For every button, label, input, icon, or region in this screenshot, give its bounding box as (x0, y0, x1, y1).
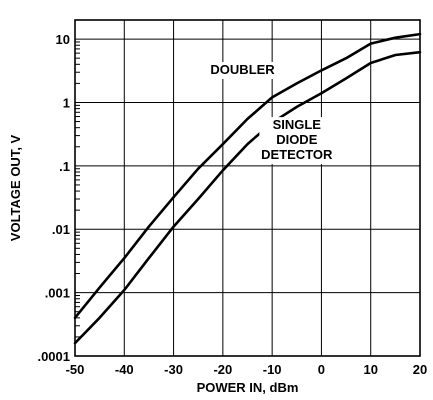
series-line-2 (73, 50, 422, 345)
series-line-1 (73, 32, 422, 320)
plot-frame (74, 19, 421, 357)
annotation-background (259, 117, 335, 165)
x-tick-label: -30 (164, 362, 183, 377)
annotation-label: SINGLE (273, 117, 322, 132)
grid (74, 19, 421, 357)
x-tick-label: -10 (263, 362, 282, 377)
x-axis-title: POWER IN, dBm (197, 380, 299, 395)
x-tick-label: 0 (318, 362, 325, 377)
annotation-label: DIODE (276, 132, 318, 147)
x-tick-label: -40 (115, 362, 134, 377)
y-tick-label: 10 (56, 32, 70, 47)
y-axis-title: VOLTAGE OUT, V (8, 134, 23, 241)
annotation-label: DETECTOR (261, 147, 333, 162)
series-lines (73, 32, 422, 345)
x-tick-label: -20 (213, 362, 232, 377)
x-tick-label: 10 (363, 362, 377, 377)
annotation-label: DOUBLER (210, 62, 275, 77)
x-tick-label: 20 (413, 362, 427, 377)
annotation-background (209, 61, 276, 79)
y-tick-labels: .0001 .001 .01 .1 1 10 (37, 32, 70, 364)
y-tick-label: .0001 (37, 349, 70, 364)
y-tick-label: .01 (52, 222, 70, 237)
y-tick-label: 1 (63, 95, 70, 110)
x-tick-labels: -50 -40 -30 -20 -10 0 10 20 (66, 362, 428, 377)
y-tick-label: .1 (59, 159, 70, 174)
x-tick-label: -50 (66, 362, 85, 377)
y-tick-label: .001 (45, 286, 70, 301)
